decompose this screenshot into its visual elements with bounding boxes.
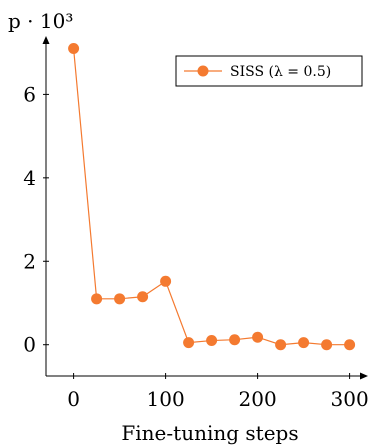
- data-point: [229, 334, 241, 346]
- data-point: [137, 291, 149, 303]
- y-tick-label: 2: [23, 249, 36, 273]
- y-ticks: 0 2 4 6: [23, 82, 49, 357]
- data-point: [275, 339, 287, 351]
- x-axis-arrow: [360, 372, 368, 380]
- y-tick-label: 4: [23, 166, 36, 190]
- x-tick-label: 100: [147, 387, 185, 411]
- data-point: [252, 331, 264, 343]
- data-point: [344, 339, 356, 351]
- x-tick-label: 200: [239, 387, 277, 411]
- legend: SISS (λ = 0.5): [175, 55, 363, 87]
- x-tick-label: 0: [67, 387, 80, 411]
- y-axis-label: p · 10³: [8, 9, 73, 33]
- y-axis-title: p · 10³: [8, 9, 73, 33]
- data-point: [183, 337, 195, 349]
- data-point: [206, 335, 218, 347]
- y-tick-label: 6: [23, 82, 36, 106]
- legend-label: SISS (λ = 0.5): [230, 64, 331, 80]
- x-ticks: 0 100 200 300: [67, 373, 369, 411]
- data-point: [68, 43, 80, 55]
- axes: [42, 36, 368, 380]
- data-point: [321, 339, 333, 351]
- x-axis-label: Fine-tuning steps: [121, 421, 298, 445]
- y-axis-arrow: [42, 36, 50, 44]
- legend-marker-sample: [197, 65, 209, 77]
- data-point: [298, 337, 310, 349]
- data-point: [91, 293, 103, 305]
- series-layer: [68, 43, 356, 351]
- data-point: [114, 293, 126, 305]
- y-tick-label: 0: [23, 333, 36, 357]
- data-point: [160, 275, 172, 287]
- x-tick-label: 300: [331, 387, 369, 411]
